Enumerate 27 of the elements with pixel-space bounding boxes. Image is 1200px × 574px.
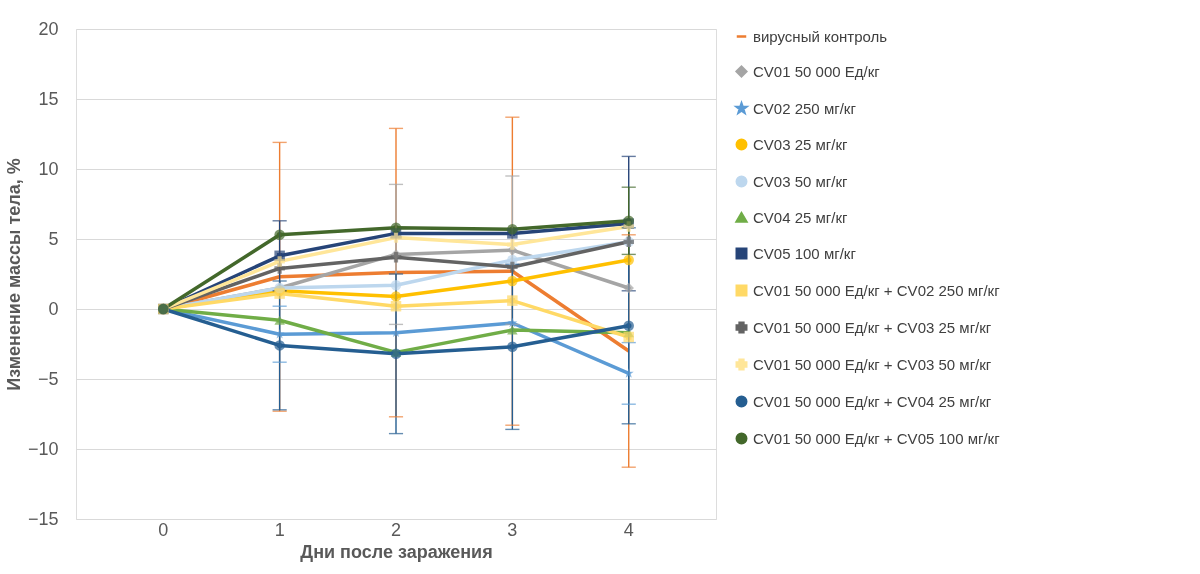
legend-label: вирусный контроль	[753, 27, 888, 45]
x-axis-title: Дни после заражения	[300, 541, 493, 562]
x-tick-label: 2	[390, 519, 402, 540]
legend-label: CV03 25 мг/кг	[753, 135, 849, 153]
x-tick-label: 3	[507, 519, 518, 540]
legend-label: CV01 50 000 Ед/кг	[753, 62, 881, 80]
y-tick-label: 10	[38, 158, 59, 179]
x-tick-label: 1	[274, 519, 285, 540]
y-tick-label: 20	[38, 18, 59, 39]
y-tick-label: −10	[27, 438, 59, 459]
legend-label: CV01 50 000 Ед/кг + CV03 50 мг/кг	[753, 355, 992, 373]
legend-label: CV01 50 000 Ед/кг + CV02 250 мг/кг	[753, 281, 1001, 299]
legend-label: CV04 25 мг/кг	[753, 208, 849, 226]
legend-label: CV01 50 000 Ед/кг + CV04 25 мг/кг	[753, 392, 992, 410]
legend-label: CV03 50 мг/кг	[753, 172, 849, 190]
y-tick-label: −5	[37, 368, 59, 389]
legend-label: CV01 50 000 Ед/кг + CV03 25 мг/кг	[753, 318, 992, 336]
legend-label: CV05 100 мг/кг	[753, 244, 857, 262]
y-tick-label: −15	[27, 508, 59, 529]
legend-label: CV01 50 000 Ед/кг + CV05 100 мг/кг	[753, 429, 1001, 447]
y-tick-label: 5	[48, 228, 59, 249]
y-tick-label: 15	[38, 88, 59, 109]
x-tick-label: 0	[158, 519, 169, 540]
x-tick-label: 4	[623, 519, 634, 540]
y-axis-title: Изменение массы тела, %	[3, 158, 24, 391]
y-tick-label: 0	[48, 298, 59, 319]
legend-label: CV02 250 мг/кг	[753, 99, 857, 117]
